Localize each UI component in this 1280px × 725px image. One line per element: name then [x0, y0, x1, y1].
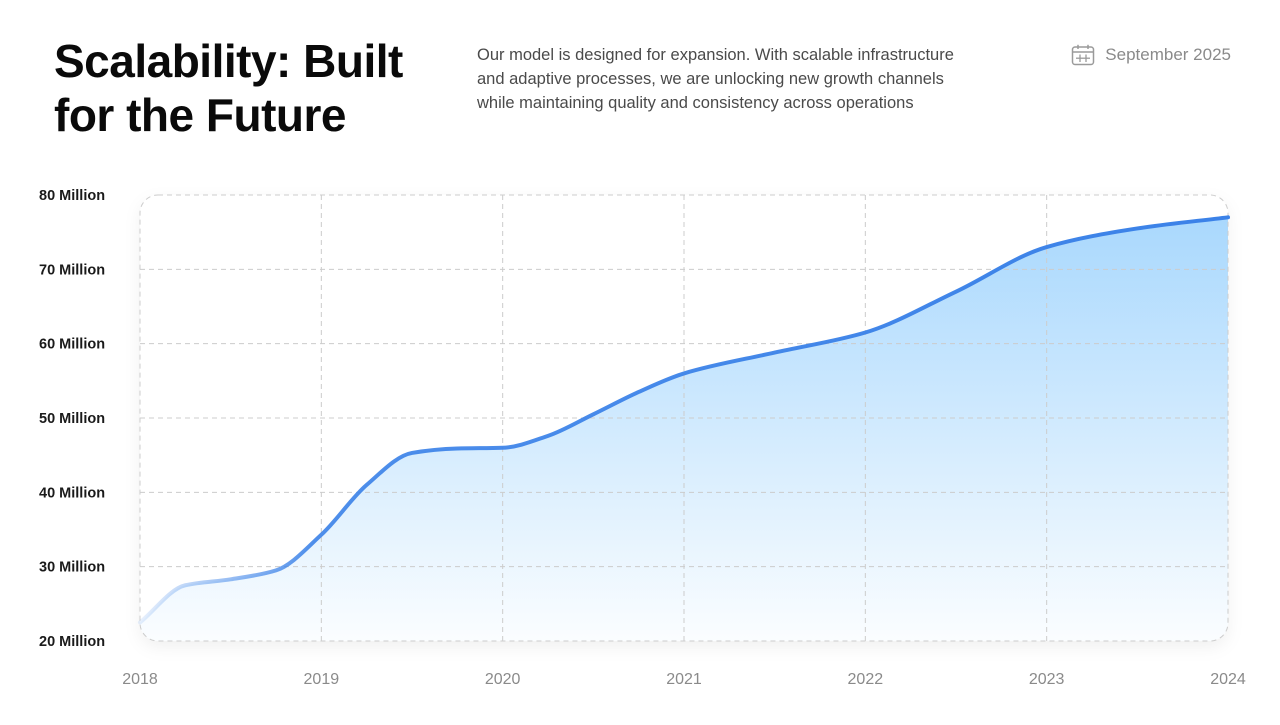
description: Our model is designed for expansion. Wit…: [477, 46, 954, 112]
data-point-3: [274, 568, 278, 572]
data-point-8: [501, 446, 505, 450]
calendar-icon: [1072, 44, 1095, 66]
y-tick-label: 50 Million: [39, 411, 105, 427]
y-tick-label: 30 Million: [39, 560, 105, 576]
data-point-1: [183, 583, 187, 587]
grid: [139, 194, 1229, 642]
date-label: September 2025: [1105, 45, 1231, 64]
data-point-9: [546, 434, 550, 438]
date-stamp: September 2025: [1071, 44, 1231, 66]
x-tick-label: 2024: [1210, 671, 1246, 688]
plot-border: [139, 194, 1229, 642]
data-point-16: [1045, 245, 1049, 249]
x-tick-label: 2022: [848, 671, 884, 688]
data-point-15: [954, 290, 958, 294]
series-line: [138, 215, 1230, 625]
data-point-0: [138, 620, 142, 624]
y-tick-label: 20 Million: [39, 634, 105, 650]
data-point-10: [591, 412, 595, 416]
title-line-2: for the Future: [54, 89, 346, 141]
data-point-17: [1135, 226, 1139, 230]
x-tick-label: 2021: [666, 671, 702, 688]
x-tick-label: 2018: [122, 671, 158, 688]
x-tick-label: 2020: [485, 671, 521, 688]
data-point-11: [637, 390, 641, 394]
data-point-14: [863, 331, 867, 335]
y-tick-label: 80 Million: [39, 188, 105, 204]
page-title: Scalability: Built for the Future: [54, 34, 454, 142]
data-point-7: [455, 446, 459, 450]
data-point-18: [1226, 215, 1230, 219]
x-tick-label: 2023: [1029, 671, 1065, 688]
y-tick-label: 40 Million: [39, 485, 105, 501]
data-point-2: [229, 577, 233, 581]
data-point-4: [319, 533, 323, 537]
y-tick-label: 70 Million: [39, 262, 105, 278]
data-point-6: [410, 451, 414, 455]
title-line-1: Scalability: Built: [54, 35, 403, 87]
data-point-5: [365, 483, 369, 487]
x-tick-label: 2019: [304, 671, 340, 688]
data-point-13: [773, 351, 777, 355]
y-tick-label: 60 Million: [39, 337, 105, 353]
data-point-12: [682, 371, 686, 375]
